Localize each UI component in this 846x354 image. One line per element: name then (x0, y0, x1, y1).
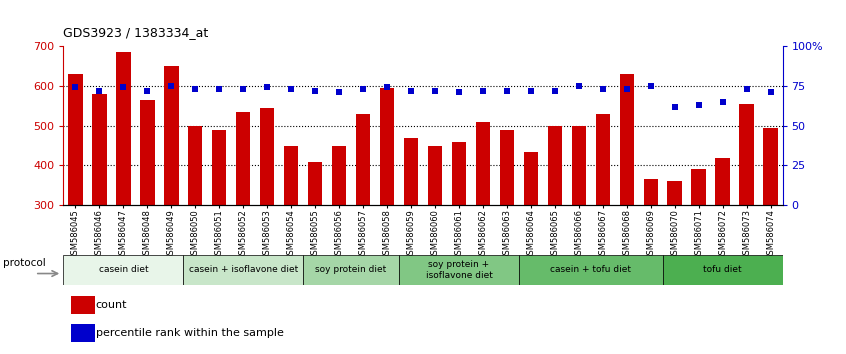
Bar (260, 108, 274, 205)
Bar (140, 100, 155, 205)
Point (189, 86, 202, 92)
Point (261, 85, 274, 90)
Point (164, 83, 178, 88)
Point (644, 83, 657, 88)
Point (572, 83, 585, 88)
Point (739, 86, 753, 92)
Point (308, 88, 321, 93)
Bar (356, 114, 371, 205)
Point (524, 88, 537, 93)
Bar (524, 152, 538, 205)
Point (548, 88, 562, 93)
Point (284, 86, 298, 92)
Point (236, 86, 250, 92)
Text: percentile rank within the sample: percentile rank within the sample (96, 328, 283, 338)
Bar (70, 324, 95, 342)
Bar (308, 162, 322, 205)
Point (764, 89, 777, 95)
Bar (662, 255, 783, 285)
Bar (475, 122, 490, 205)
Text: casein diet: casein diet (99, 266, 148, 274)
Point (380, 85, 393, 90)
Bar (116, 52, 130, 205)
Point (92, 88, 106, 93)
Bar (739, 104, 754, 205)
Bar (399, 255, 519, 285)
Bar (380, 88, 394, 205)
Bar (164, 66, 179, 205)
Bar (236, 112, 250, 205)
Bar (332, 145, 346, 205)
Point (667, 104, 681, 109)
Point (140, 88, 154, 93)
Text: soy protein +
isoflavone diet: soy protein + isoflavone diet (426, 260, 492, 280)
Text: casein + tofu diet: casein + tofu diet (550, 266, 631, 274)
Point (117, 85, 130, 90)
Bar (716, 158, 730, 205)
Bar (69, 74, 83, 205)
Bar (404, 138, 418, 205)
Bar (691, 170, 706, 205)
Bar (188, 126, 202, 205)
Bar (519, 255, 662, 285)
Bar (572, 126, 586, 205)
Text: GDS3923 / 1383334_at: GDS3923 / 1383334_at (63, 26, 209, 39)
Text: tofu diet: tofu diet (703, 266, 742, 274)
Bar (70, 296, 95, 314)
Point (716, 99, 729, 105)
Bar (212, 130, 227, 205)
Bar (644, 179, 658, 205)
Bar (452, 142, 466, 205)
Bar (500, 130, 514, 205)
Point (476, 88, 490, 93)
Bar (667, 181, 682, 205)
Point (212, 86, 226, 92)
Point (452, 89, 465, 95)
Point (69, 85, 82, 90)
Bar (284, 145, 299, 205)
Text: count: count (96, 300, 127, 310)
Point (428, 88, 442, 93)
Point (692, 102, 706, 108)
Bar (184, 255, 303, 285)
Text: casein + isoflavone diet: casein + isoflavone diet (189, 266, 298, 274)
Point (596, 86, 609, 92)
Bar (303, 255, 399, 285)
Text: protocol: protocol (3, 258, 46, 268)
Point (620, 86, 634, 92)
Bar (763, 128, 777, 205)
Point (500, 88, 514, 93)
Text: soy protein diet: soy protein diet (316, 266, 387, 274)
Bar (63, 255, 184, 285)
Point (404, 88, 418, 93)
Bar (619, 74, 634, 205)
Bar (547, 126, 562, 205)
Point (332, 89, 346, 95)
Bar (92, 94, 107, 205)
Bar (596, 114, 610, 205)
Point (356, 86, 370, 92)
Bar (428, 145, 442, 205)
